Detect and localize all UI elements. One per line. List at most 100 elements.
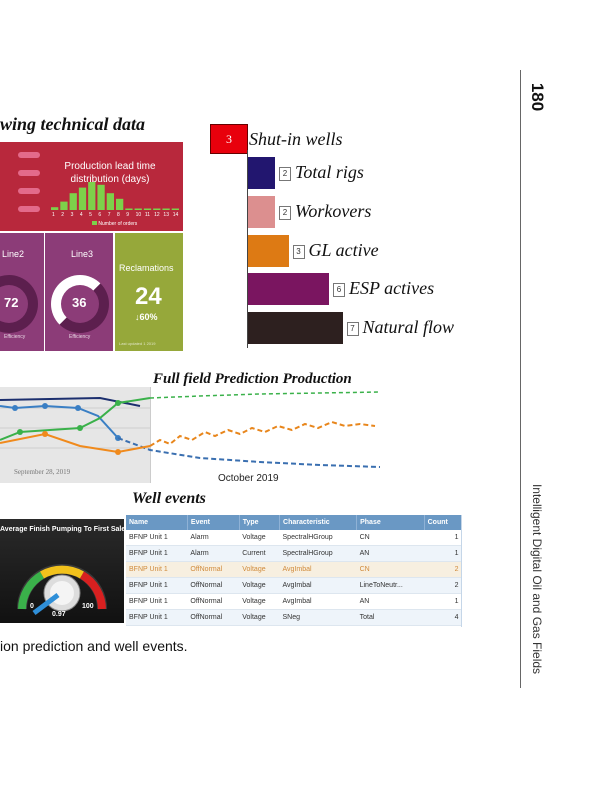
histogram-bar [69, 193, 77, 210]
gauge-title: Average Finish Pumping To First Sales [0, 526, 130, 533]
rig-value-box: 6 [333, 283, 345, 297]
table-cell: AvgImbal [279, 593, 357, 610]
rig-value-box: 2 [279, 167, 291, 181]
table-row[interactable]: BFNP Unit 1 OffNormal Voltage AvgImbal LineT… [126, 577, 462, 594]
reclamations-panel: Reclamations 24 ↓60% Last updated 1 2019 [115, 233, 183, 351]
histogram-bar [88, 182, 96, 210]
table-row[interactable]: BFNP Unit 1 OffNormal Voltage AvgImbal AN 1 [126, 593, 462, 610]
histogram-bar [106, 193, 114, 210]
line3-title: Line3 [71, 249, 94, 259]
line2-value: 72 [4, 295, 19, 310]
histogram-tick: 2 [61, 212, 65, 218]
table-row[interactable]: BFNP Unit 1 OffNormal Voltage AvgImbal CN 2 [126, 561, 462, 578]
table-row[interactable]: BFNP Unit 1 OffNormal Voltage SNeg Total 4 [126, 609, 462, 626]
table-cell: SNeg [279, 609, 357, 626]
rig-label: Shut-in wells [249, 129, 343, 149]
well-events-table: Name Event Type Characteristic Phase Count BF… [126, 515, 463, 626]
table-row[interactable]: BFNP Unit 1 Alarm Voltage SpectralHGroup CN 1 [126, 530, 462, 546]
reclamations-title: Reclamations [119, 263, 174, 273]
rig-bar [248, 235, 289, 267]
gauge-needle [32, 593, 60, 615]
histogram-bar [51, 207, 59, 210]
table-cell: BFNP Unit 1 [126, 577, 188, 594]
reclamations-footer: Last updated 1 2019 [119, 341, 156, 346]
table-cell: BFNP Unit 1 [126, 545, 188, 562]
table-cell: 1 [424, 545, 462, 562]
table-cell: Voltage [239, 530, 280, 546]
column-header[interactable]: Phase [356, 515, 425, 530]
histogram-tick: 1 [52, 212, 55, 218]
column-header[interactable]: Event [187, 515, 240, 530]
rig-label: GL active [308, 240, 379, 260]
gauge-value: 0.97 [52, 611, 66, 618]
dashboard-heading: wing technical data [0, 114, 146, 134]
well-events-title: Well events [132, 490, 206, 507]
column-header[interactable]: Characteristic [279, 515, 358, 530]
header-rule [520, 70, 521, 688]
table-cell: 1 [424, 530, 462, 546]
series-orange [0, 432, 151, 454]
prediction-date-right: October 2019 [218, 473, 279, 484]
table-cell: OffNormal [187, 577, 240, 594]
line2-panel: Line2 72 Efficiency [0, 233, 44, 351]
rig-label: Natural flow [362, 317, 455, 337]
table-cell: OffNormal [187, 561, 240, 578]
table-cell: Voltage [239, 609, 280, 626]
histogram-tick: 9 [126, 212, 130, 218]
histogram-bar [153, 208, 161, 210]
column-header[interactable]: Type [239, 515, 281, 530]
rig-bar [248, 157, 275, 189]
page-number: 180 [528, 82, 547, 112]
table-cell: CN [356, 530, 425, 546]
histogram-tick: 5 [89, 212, 92, 218]
table-cell: SpectralHGroup [279, 545, 357, 562]
rig-bar [248, 273, 329, 305]
line2-title: Line2 [2, 249, 25, 259]
histogram-bar [78, 187, 87, 210]
gauge-max: 100 [82, 603, 94, 610]
histogram-bar [116, 198, 124, 210]
rig-bar [248, 312, 343, 344]
running-header: Intelligent Digital Oil and Gas Fields [530, 483, 544, 675]
table-cell: LineToNeutr... [356, 577, 425, 594]
histogram-tick: 6 [98, 212, 102, 218]
table-row[interactable]: BFNP Unit 1 Alarm Current SpectralHGroup AN 1 [126, 545, 462, 562]
histogram-bar [171, 208, 179, 210]
histogram-tick: 8 [117, 212, 120, 218]
table-cell: AN [356, 593, 425, 610]
table-right-rule [461, 515, 462, 627]
histogram-tick: 3 [70, 212, 74, 218]
rig-bar-shut-in: 3 [210, 124, 248, 154]
column-header[interactable]: Name [126, 515, 188, 530]
prediction-date-left: September 28, 2019 [14, 468, 71, 476]
reclamations-change: ↓60% [135, 312, 158, 322]
table-cell: SpectralHGroup [279, 530, 357, 546]
histogram-tick: 7 [107, 212, 111, 218]
table-cell: Alarm [187, 530, 240, 546]
table-cell: Total [356, 609, 425, 626]
reclamations-value: 24 [135, 283, 162, 310]
table-cell: Voltage [239, 577, 280, 594]
histogram-bar [97, 184, 105, 210]
table-cell: Voltage [239, 561, 280, 578]
table-cell: Current [239, 545, 280, 562]
line3-sub: Efficiency [69, 334, 91, 340]
histogram-tick: 10 [135, 212, 142, 218]
rig-label: Workovers [295, 201, 372, 221]
table-cell: Voltage [239, 593, 280, 610]
histogram-bar [125, 208, 133, 210]
table-cell: AN [356, 545, 425, 562]
gauge-min: 0 [30, 603, 34, 610]
histogram-bar [143, 208, 152, 210]
column-header[interactable]: Count [424, 515, 463, 530]
rig-label: Total rigs [295, 162, 364, 182]
lead-time-title: Production lead time distribution (days) [64, 161, 156, 185]
lead-time-panel: Production lead time distribution (days)… [0, 142, 183, 231]
histogram-tick: 11 [144, 212, 151, 218]
table-cell: 2 [424, 577, 462, 594]
line2-sub: Efficiency [4, 334, 26, 340]
table-cell: AvgImbal [279, 577, 357, 594]
rig-label: ESP actives [349, 278, 435, 298]
table-cell: AvgImbal [279, 561, 357, 578]
lead-time-legend: Number of orders [92, 221, 137, 227]
